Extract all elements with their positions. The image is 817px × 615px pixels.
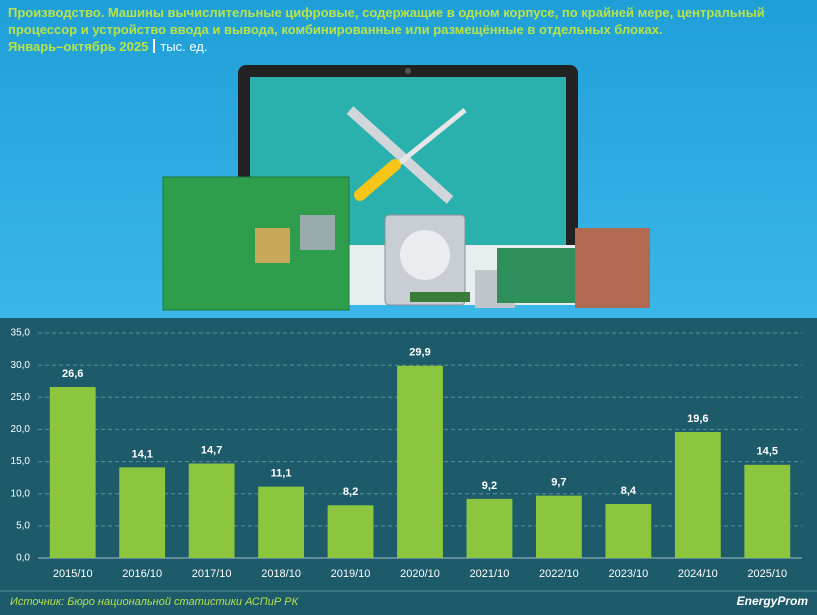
value-label: 14,1 [131, 448, 152, 460]
logo: EnergyProm [737, 594, 809, 608]
source: Источник: Бюро национальной статистики А… [10, 596, 299, 608]
x-tick-label: 2018/10 [261, 568, 301, 580]
cooler [575, 228, 650, 308]
bar [119, 467, 166, 558]
x-tick-label: 2019/10 [331, 568, 371, 580]
x-tick-label: 2025/10 [747, 568, 787, 580]
bar [327, 505, 374, 558]
y-tick-label: 30,0 [11, 360, 31, 371]
x-tick-label: 2016/10 [122, 568, 162, 580]
y-tick-label: 35,0 [11, 328, 31, 339]
bar [605, 504, 652, 558]
x-tick-label: 2021/10 [470, 568, 510, 580]
subtitle-row: Январь–октябрь 2025 тыс. ед. [8, 38, 798, 55]
value-label: 14,5 [757, 446, 778, 458]
bar [188, 463, 235, 558]
bar [397, 365, 443, 558]
bar [49, 387, 96, 558]
hdd-disk [400, 230, 450, 280]
camera [405, 68, 411, 74]
x-tick-label: 2017/10 [192, 568, 232, 580]
x-tick-label: 2015/10 [53, 568, 93, 580]
x-tick-label: 2022/10 [539, 568, 579, 580]
value-label: 11,1 [271, 468, 292, 480]
chart-title: Производство. Машины вычислительные цифр… [8, 5, 765, 37]
value-label: 9,7 [551, 477, 566, 489]
bar [258, 486, 305, 558]
value-label: 19,6 [687, 413, 708, 425]
subtitle: Январь–октябрь 2025 [8, 39, 149, 54]
y-tick-label: 20,0 [11, 424, 31, 435]
value-label: 14,7 [201, 444, 222, 456]
value-label: 26,6 [62, 368, 83, 380]
wrench [346, 106, 454, 204]
x-tick-label: 2024/10 [678, 568, 718, 580]
value-label: 8,2 [343, 486, 358, 498]
value-label: 29,9 [409, 347, 430, 359]
bar [744, 464, 791, 558]
y-tick-label: 10,0 [11, 488, 31, 499]
x-tick-label: 2020/10 [400, 568, 440, 580]
header: Производство. Машины вычислительные цифр… [8, 4, 798, 55]
separator [153, 39, 156, 53]
unit: тыс. ед. [160, 39, 208, 54]
chip [300, 215, 335, 250]
graphics-card [497, 248, 582, 303]
y-tick-label: 5,0 [16, 520, 30, 531]
y-tick-label: 25,0 [11, 392, 31, 403]
bar [466, 498, 513, 558]
bar [674, 432, 721, 558]
value-label: 8,4 [621, 485, 637, 497]
ram [410, 292, 470, 302]
y-tick-label: 15,0 [11, 456, 31, 467]
value-label: 9,2 [482, 480, 497, 492]
x-tick-label: 2023/10 [608, 568, 648, 580]
illustration [162, 65, 650, 311]
screwdriver-handle [354, 159, 401, 201]
chip [255, 228, 290, 263]
y-tick-label: 0,0 [16, 553, 30, 564]
bar [535, 495, 582, 558]
